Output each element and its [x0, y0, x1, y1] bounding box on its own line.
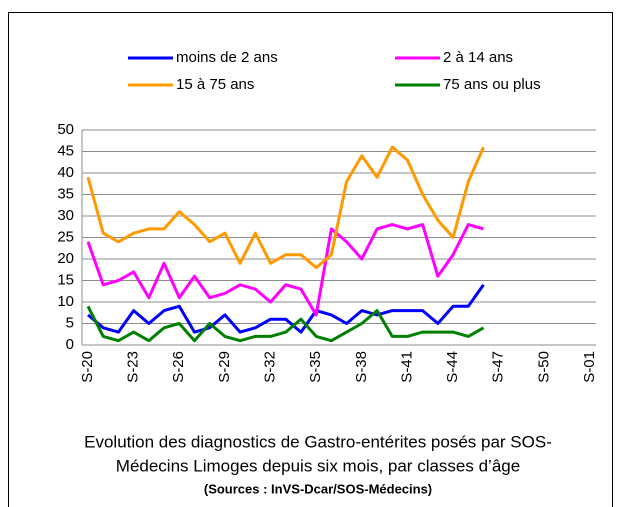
caption: Médecins Limoges depuis six mois, par cl…	[116, 456, 520, 475]
y-tick-label: 15	[57, 271, 74, 288]
x-tick-label: S-23	[125, 351, 142, 383]
legend-label: moins de 2 ans	[176, 49, 278, 66]
x-tick-label: S-01	[581, 351, 598, 383]
y-tick-label: 35	[57, 185, 74, 202]
legend-label: 15 à 75 ans	[176, 76, 254, 93]
y-tick-label: 5	[66, 314, 74, 331]
x-tick-label: S-38	[353, 351, 370, 383]
x-tick-label: S-26	[170, 351, 187, 383]
y-tick-label: 20	[57, 250, 74, 267]
x-tick-label: S-44	[444, 351, 461, 383]
x-tick-label: S-41	[398, 351, 415, 383]
caption: Evolution des diagnostics de Gastro-enté…	[84, 432, 552, 451]
legend-label: 75 ans ou plus	[443, 76, 541, 93]
x-tick-label: S-47	[490, 351, 507, 383]
legend-label: 2 à 14 ans	[443, 49, 513, 66]
x-tick-label: S-20	[79, 351, 96, 383]
y-tick-label: 45	[57, 142, 74, 159]
source: (Sources : InVS-Dcar/SOS-Médecins)	[204, 481, 432, 496]
y-tick-label: 0	[66, 336, 74, 353]
y-tick-label: 10	[57, 293, 74, 310]
y-tick-label: 50	[57, 121, 74, 138]
y-tick-label: 30	[57, 207, 74, 224]
x-tick-label: S-32	[262, 351, 279, 383]
series-line	[87, 283, 485, 334]
x-tick-label: S-50	[535, 351, 552, 383]
x-tick-label: S-29	[216, 351, 233, 383]
y-tick-label: 40	[57, 164, 74, 181]
series-line	[86, 223, 484, 317]
y-tick-label: 25	[57, 228, 74, 245]
series-line	[86, 305, 485, 343]
chart-frame	[8, 12, 613, 507]
x-tick-label: S-35	[307, 351, 324, 383]
series-line	[86, 145, 485, 270]
